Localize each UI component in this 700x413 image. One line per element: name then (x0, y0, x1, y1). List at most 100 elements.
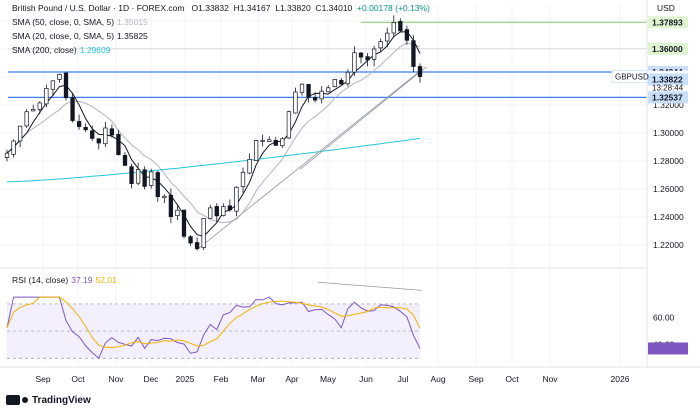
tradingview-logo[interactable]: TradingView (6, 395, 91, 406)
trend-lines (197, 66, 427, 250)
candle (411, 40, 416, 67)
candle (404, 29, 410, 41)
x-tick-label: Dec (143, 374, 159, 384)
candle (319, 90, 324, 100)
x-tick-label: Mar (251, 374, 266, 384)
candle (168, 194, 174, 218)
price-label-bg (648, 73, 688, 86)
candle (267, 139, 272, 142)
price-label-bg (648, 91, 688, 104)
candle (260, 140, 265, 142)
candle (227, 205, 233, 211)
candle (417, 66, 423, 77)
axes: 1.380001.360001.340001.320001.300001.280… (0, 0, 700, 384)
candle (378, 41, 383, 49)
candle (142, 169, 147, 187)
candle (371, 48, 377, 60)
currency-label: USD (657, 3, 675, 13)
x-tick-label: Jun (359, 374, 373, 384)
x-tick-label: 2026 (611, 374, 630, 384)
candle (31, 109, 36, 112)
candle (365, 56, 370, 61)
x-tick-label: May (320, 374, 337, 384)
sma20-legend[interactable]: SMA (20, close, 0, SMA, 5) 1.35825 (12, 31, 148, 41)
x-tick-label: Sep (35, 374, 50, 384)
candle (240, 171, 246, 188)
price-label-bg (648, 16, 688, 29)
trend-line (299, 66, 427, 170)
candle (96, 138, 101, 144)
symbol-tag: GBPUSD (615, 73, 649, 82)
price-label: 1.36000 (652, 44, 683, 54)
candle (201, 218, 206, 248)
candle (306, 84, 311, 98)
candle (129, 166, 134, 184)
candle (17, 125, 23, 142)
rsi-line (6, 296, 421, 360)
candle (332, 79, 337, 88)
rsi-value-tag (648, 342, 688, 355)
rsi-band (7, 303, 420, 359)
candle (326, 87, 331, 93)
candle (293, 91, 298, 114)
candle (122, 155, 128, 166)
rsi-signal-line (6, 296, 421, 349)
candle (24, 111, 29, 127)
y-tick-label: 1.26000 (653, 184, 684, 194)
candle (135, 169, 141, 184)
x-tick-label: Apr (285, 374, 298, 384)
candle (299, 83, 305, 93)
rsi-trend-line (317, 281, 423, 291)
y-tick-label: 1.30000 (653, 128, 684, 138)
candle (116, 133, 121, 155)
sma200-legend[interactable]: SMA (200, close) 1.29609 (12, 45, 111, 55)
candle (11, 140, 16, 155)
candle (57, 73, 62, 80)
candle (50, 80, 56, 90)
candle (63, 72, 69, 99)
candle (280, 138, 285, 147)
candle (90, 130, 95, 139)
x-tick-label: Oct (71, 374, 85, 384)
candle (208, 207, 213, 219)
candle (109, 128, 115, 136)
sma50-legend[interactable]: SMA (50, close, 0, SMA, 5) 1.35015 (12, 17, 148, 27)
candle (70, 97, 75, 121)
candle (181, 209, 187, 237)
x-tick-label: Feb (214, 374, 229, 384)
candle (37, 102, 42, 110)
symbol-tag-bg (611, 70, 648, 84)
sma-lines (6, 31, 421, 238)
candle (194, 242, 200, 250)
price-label-bg (648, 42, 688, 55)
countdown-label: 13:28:44 (652, 84, 684, 93)
candle (188, 236, 193, 244)
y-tick-label: 1.28000 (653, 156, 684, 166)
candle (4, 152, 10, 158)
candle (312, 97, 318, 101)
y-tick-label: 1.22000 (653, 240, 684, 250)
candle (234, 186, 239, 212)
candle (214, 206, 219, 217)
sma200-line (6, 137, 421, 183)
rsi-legend[interactable]: RSI (14, close) 37.19 52.01 (12, 275, 117, 285)
candle (286, 111, 292, 139)
candle (44, 87, 49, 105)
candle (175, 209, 180, 217)
x-tick-label: 2025 (176, 374, 195, 384)
x-tick-label: Sep (468, 374, 483, 384)
price-label: 1.32537 (652, 92, 683, 102)
x-tick-label: Oct (505, 374, 519, 384)
y-tick-label: 1.24000 (653, 212, 684, 222)
y-tick-label: 1.32000 (653, 100, 684, 110)
candle (221, 206, 226, 216)
candle (385, 32, 390, 42)
x-tick-label: Nov (108, 374, 124, 384)
candle (83, 126, 88, 131)
trend-line (197, 72, 419, 250)
candle (345, 71, 351, 85)
candle (398, 21, 403, 32)
chart-title: British Pound / U.S. Dollar · 1D · FOREX… (12, 3, 430, 13)
candle (149, 171, 154, 186)
